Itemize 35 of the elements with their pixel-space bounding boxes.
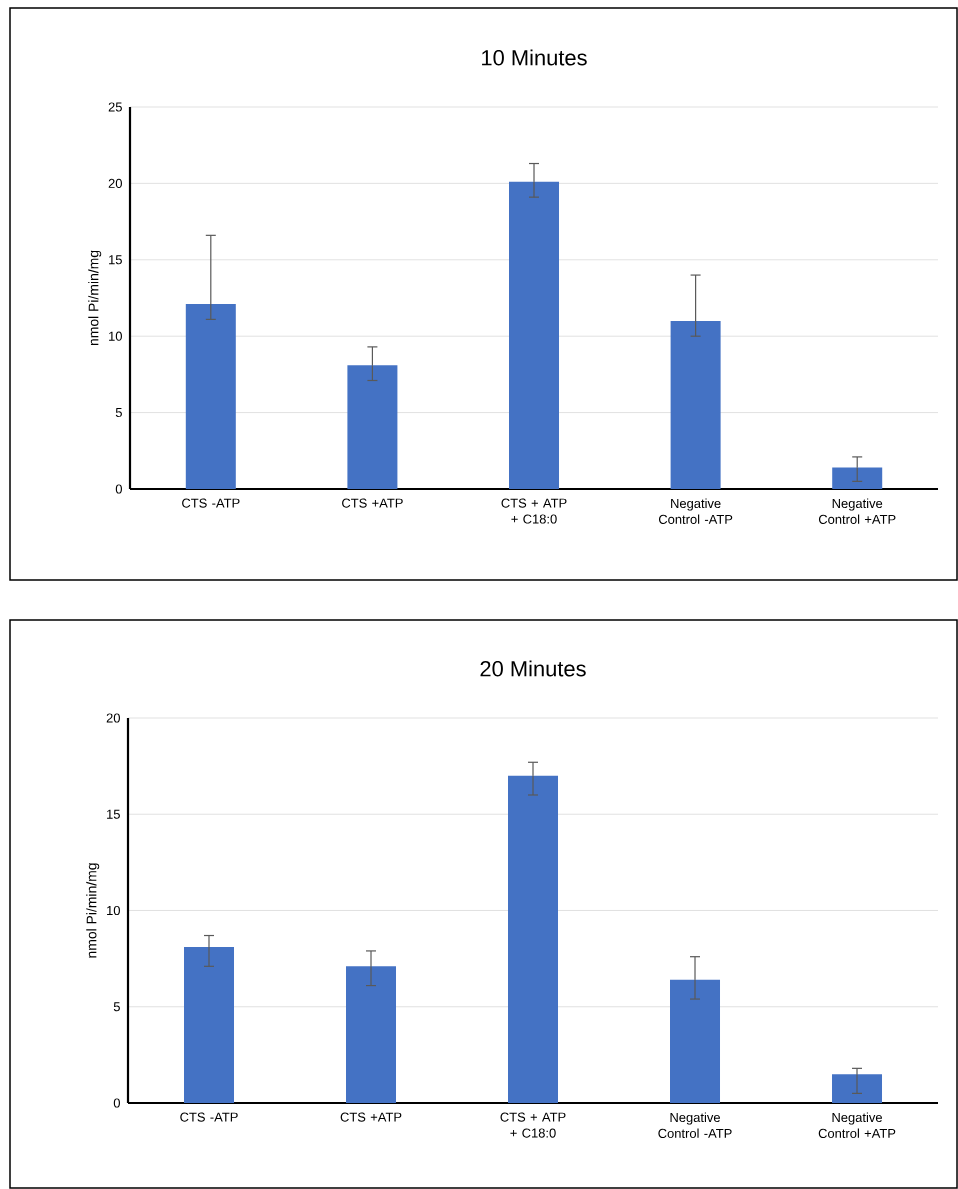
x-tick-label: CTS + ATP + C18:0 [500, 1112, 566, 1138]
x-tick-label: CTS -ATP [180, 1112, 238, 1122]
bar [346, 966, 396, 1103]
bar [509, 181, 560, 489]
bar [670, 320, 721, 489]
y-tick-label: 0 [115, 484, 122, 494]
chart-title: 10 Minutes [482, 49, 587, 66]
y-axis-title: nmol Pi/min/mg [88, 250, 102, 346]
y-tick-label: 25 [108, 102, 122, 112]
bar [185, 304, 236, 489]
bar [670, 979, 721, 1103]
y-tick-label: 5 [115, 408, 122, 418]
x-tick-label: Negative Control -ATP [658, 498, 733, 524]
x-tick-label: CTS + ATP + C18:0 [501, 498, 567, 524]
y-tick-label: 10 [107, 905, 120, 916]
x-tick-label: CTS -ATP [182, 498, 240, 508]
bar [347, 365, 398, 489]
y-tick-label: 15 [109, 255, 122, 265]
y-tick-label: 0 [113, 1098, 120, 1108]
y-tick-label: 10 [109, 331, 122, 341]
x-tick-label: Negative Control -ATP [658, 1112, 732, 1138]
bar [832, 1074, 883, 1103]
bar [508, 775, 558, 1103]
x-tick-label: CTS +ATP [342, 498, 403, 508]
bar [184, 947, 234, 1103]
x-tick-label: CTS +ATP [340, 1112, 402, 1122]
x-tick-label: Negative Control +ATP [818, 498, 896, 524]
y-axis-title: nmol Pi/min/mg [86, 863, 100, 958]
chart-title: 20 Minutes [480, 660, 586, 677]
y-tick-label: 20 [108, 178, 122, 188]
bar [832, 467, 883, 489]
y-tick-label: 15 [107, 809, 120, 819]
x-tick-label: Negative Control +ATP [818, 1112, 896, 1138]
y-tick-label: 5 [113, 1002, 120, 1012]
y-tick-label: 20 [106, 713, 120, 723]
